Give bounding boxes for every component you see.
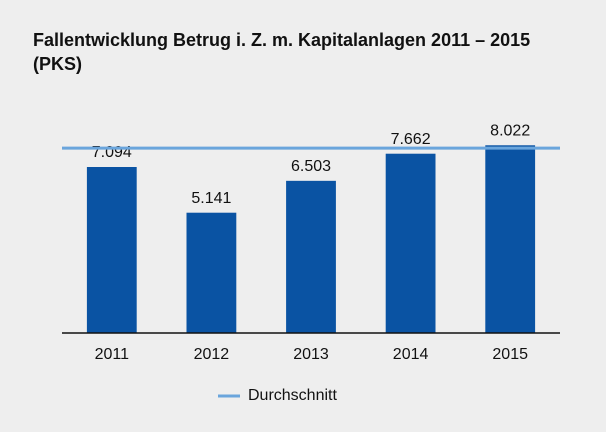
data-label: 5.141 <box>191 190 231 207</box>
bar <box>86 167 137 333</box>
legend-label: Durchschnitt <box>248 387 337 404</box>
bar <box>485 145 536 333</box>
x-tick-label: 2015 <box>492 346 528 363</box>
x-tick-label: 2012 <box>194 346 230 363</box>
x-tick-label: 2011 <box>95 346 130 363</box>
bar <box>385 153 436 333</box>
data-label: 7.662 <box>391 131 431 148</box>
data-label: 8.022 <box>490 123 530 140</box>
x-tick-label: 2013 <box>293 346 329 363</box>
bar <box>186 212 237 333</box>
bar <box>286 180 336 333</box>
x-tick-label: 2014 <box>393 346 429 363</box>
chart-title: Fallentwicklung Betrug i. Z. m. Kapitala… <box>33 30 531 74</box>
data-label: 6.503 <box>291 158 331 175</box>
